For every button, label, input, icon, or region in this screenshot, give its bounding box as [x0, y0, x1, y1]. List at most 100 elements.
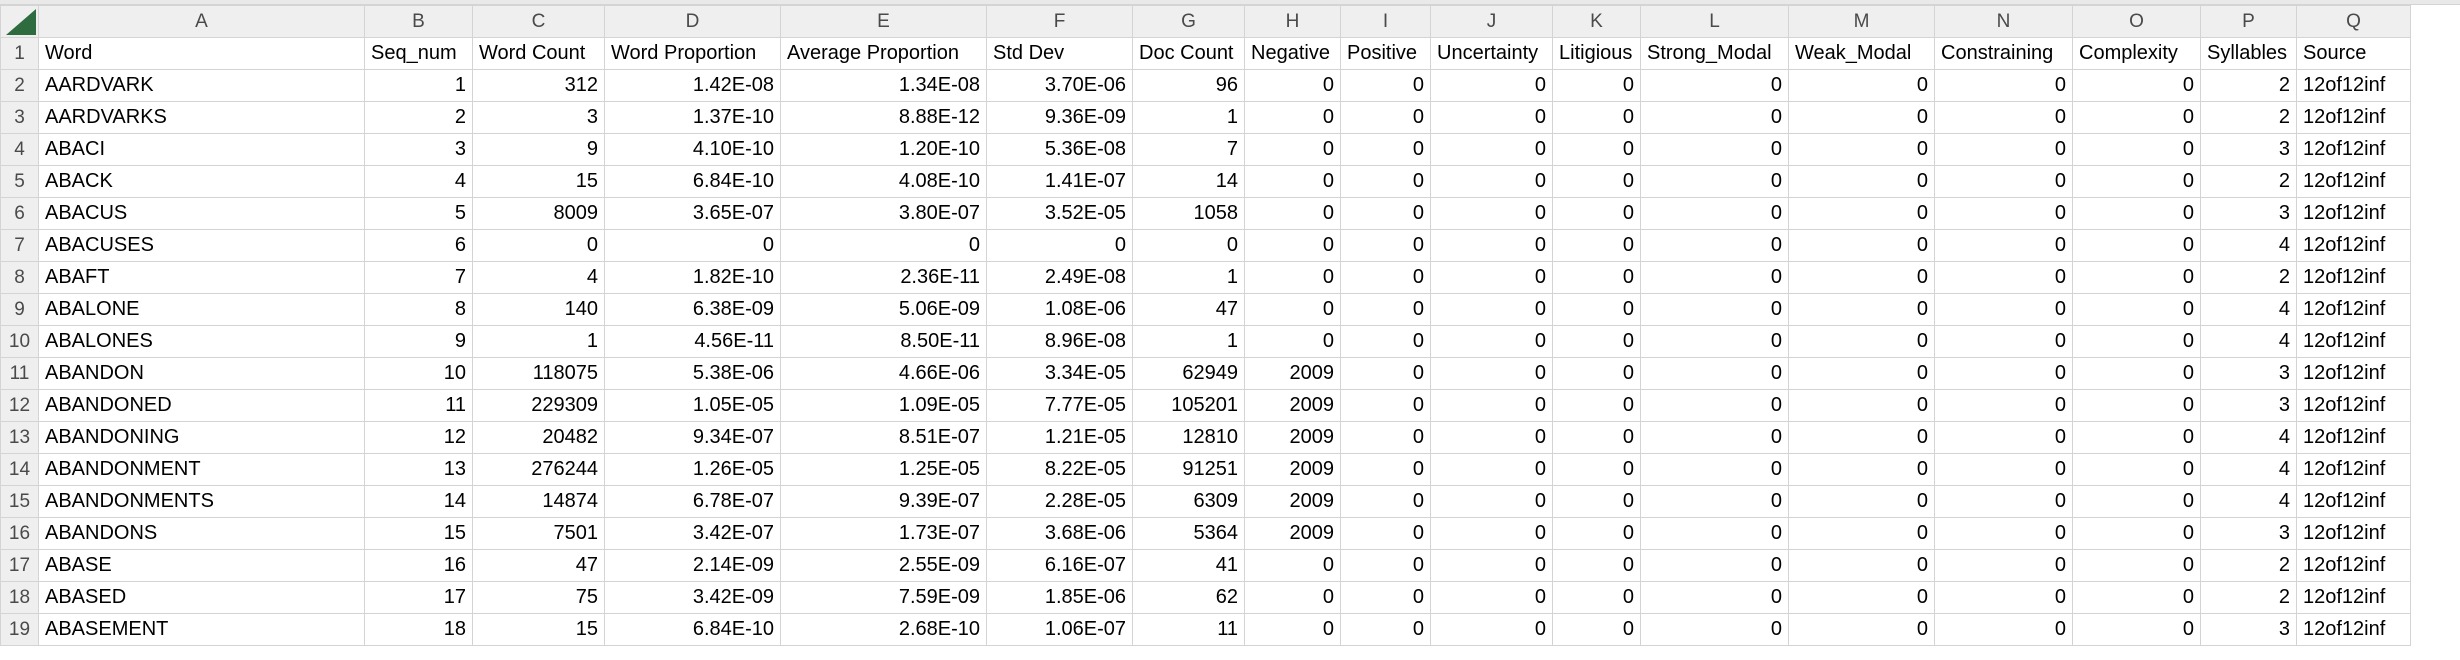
cell[interactable]: 0	[1244, 197, 1341, 230]
header-cell[interactable]: Litigious	[1552, 37, 1641, 70]
row-header[interactable]: 11	[0, 357, 39, 390]
cell[interactable]: 4	[2200, 293, 2297, 326]
cell[interactable]: 2.49E-08	[986, 261, 1133, 294]
cell[interactable]: 2009	[1244, 357, 1341, 390]
cell[interactable]: 0	[1552, 293, 1641, 326]
cell[interactable]: 0	[1244, 325, 1341, 358]
cell[interactable]: 0	[1340, 261, 1431, 294]
cell[interactable]: 2.55E-09	[780, 549, 987, 582]
cell[interactable]: 8.50E-11	[780, 325, 987, 358]
cell[interactable]: ABACUS	[38, 197, 365, 230]
cell[interactable]: ABANDONS	[38, 517, 365, 550]
cell[interactable]: 1	[1132, 325, 1245, 358]
cell[interactable]: 3	[2200, 357, 2297, 390]
cell[interactable]: 4.10E-10	[604, 133, 781, 166]
cell[interactable]: 0	[2072, 293, 2201, 326]
cell[interactable]: 5364	[1132, 517, 1245, 550]
cell[interactable]: 0	[1788, 293, 1935, 326]
cell[interactable]: 3.42E-07	[604, 517, 781, 550]
cell[interactable]: 5.36E-08	[986, 133, 1133, 166]
cell[interactable]: 0	[1430, 293, 1553, 326]
cell[interactable]: 0	[1934, 357, 2073, 390]
cell[interactable]: 2	[2200, 581, 2297, 614]
cell[interactable]: 18	[364, 613, 473, 646]
cell[interactable]: 0	[2072, 581, 2201, 614]
cell[interactable]: 2009	[1244, 485, 1341, 518]
cell[interactable]: 12of12inf	[2296, 421, 2411, 454]
cell[interactable]: 0	[1640, 581, 1789, 614]
cell[interactable]: 9	[364, 325, 473, 358]
cell[interactable]: 0	[1340, 453, 1431, 486]
cell[interactable]: 2.14E-09	[604, 549, 781, 582]
cell[interactable]: 7	[1132, 133, 1245, 166]
cell[interactable]: 12of12inf	[2296, 485, 2411, 518]
cell[interactable]: 0	[1430, 421, 1553, 454]
cell[interactable]: 0	[1788, 101, 1935, 134]
cell[interactable]: 12of12inf	[2296, 133, 2411, 166]
cell[interactable]: ABACI	[38, 133, 365, 166]
header-cell[interactable]: Doc Count	[1132, 37, 1245, 70]
cell[interactable]: 0	[1640, 197, 1789, 230]
header-cell[interactable]: Constraining	[1934, 37, 2073, 70]
cell[interactable]: 0	[1552, 165, 1641, 198]
cell[interactable]: 140	[472, 293, 605, 326]
header-cell[interactable]: Positive	[1340, 37, 1431, 70]
cell[interactable]: 0	[1552, 69, 1641, 102]
cell[interactable]: 0	[1244, 549, 1341, 582]
cell[interactable]: 0	[1640, 69, 1789, 102]
column-header-b[interactable]: B	[364, 5, 473, 38]
cell[interactable]: 12	[364, 421, 473, 454]
cell[interactable]: 0	[780, 229, 987, 262]
column-header-c[interactable]: C	[472, 5, 605, 38]
cell[interactable]: 6.84E-10	[604, 165, 781, 198]
cell[interactable]: 0	[1640, 389, 1789, 422]
cell[interactable]: 2009	[1244, 389, 1341, 422]
cell[interactable]: 0	[1640, 517, 1789, 550]
cell[interactable]: 6309	[1132, 485, 1245, 518]
cell[interactable]: 0	[1552, 357, 1641, 390]
column-header-a[interactable]: A	[38, 5, 365, 38]
cell[interactable]: 8009	[472, 197, 605, 230]
cell[interactable]: 0	[1934, 101, 2073, 134]
cell[interactable]: 0	[2072, 165, 2201, 198]
cell[interactable]: 6.84E-10	[604, 613, 781, 646]
cell[interactable]: 14	[1132, 165, 1245, 198]
cell[interactable]: 1.73E-07	[780, 517, 987, 550]
header-cell[interactable]: Word	[38, 37, 365, 70]
cell[interactable]: 0	[1934, 517, 2073, 550]
cell[interactable]: 11	[1132, 613, 1245, 646]
cell[interactable]: 0	[986, 229, 1133, 262]
cell[interactable]: 1.20E-10	[780, 133, 987, 166]
row-header[interactable]: 13	[0, 421, 39, 454]
cell[interactable]: ABASEMENT	[38, 613, 365, 646]
cell[interactable]: 3.52E-05	[986, 197, 1133, 230]
cell[interactable]: 3.68E-06	[986, 517, 1133, 550]
cell[interactable]: 1	[364, 69, 473, 102]
cell[interactable]: 1.25E-05	[780, 453, 987, 486]
cell[interactable]: 11	[364, 389, 473, 422]
row-header[interactable]: 7	[0, 229, 39, 262]
cell[interactable]: 0	[1430, 389, 1553, 422]
cell[interactable]: 0	[1552, 197, 1641, 230]
cell[interactable]: 1.85E-06	[986, 581, 1133, 614]
cell[interactable]: 3	[2200, 517, 2297, 550]
cell[interactable]: 12of12inf	[2296, 325, 2411, 358]
cell[interactable]: 0	[1552, 549, 1641, 582]
cell[interactable]: 8.88E-12	[780, 101, 987, 134]
cell[interactable]: 0	[1340, 517, 1431, 550]
cell[interactable]: 105201	[1132, 389, 1245, 422]
cell[interactable]: 2.36E-11	[780, 261, 987, 294]
header-cell[interactable]: Complexity	[2072, 37, 2201, 70]
cell[interactable]: 4	[2200, 229, 2297, 262]
cell[interactable]: 0	[1340, 293, 1431, 326]
header-cell[interactable]: Strong_Modal	[1640, 37, 1789, 70]
cell[interactable]: 0	[1640, 453, 1789, 486]
cell[interactable]: 12of12inf	[2296, 293, 2411, 326]
cell[interactable]: 0	[1934, 613, 2073, 646]
cell[interactable]: ABANDON	[38, 357, 365, 390]
cell[interactable]: 0	[1132, 229, 1245, 262]
row-header[interactable]: 3	[0, 101, 39, 134]
cell[interactable]: 0	[1244, 165, 1341, 198]
cell[interactable]: 0	[1430, 165, 1553, 198]
cell[interactable]: 0	[1552, 325, 1641, 358]
